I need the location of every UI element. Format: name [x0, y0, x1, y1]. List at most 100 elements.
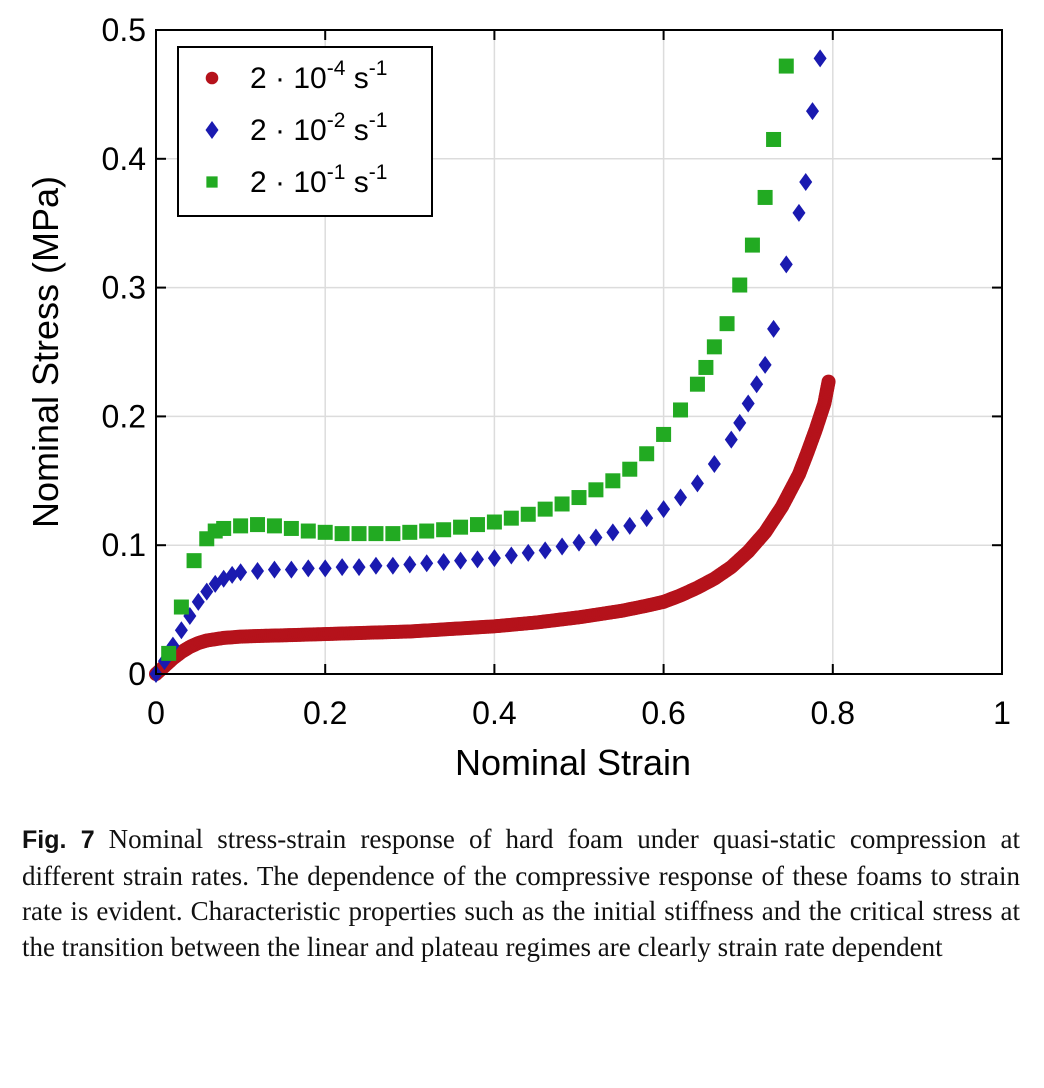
data-point [698, 359, 714, 375]
data-point [436, 522, 452, 538]
data-point [318, 559, 332, 578]
data-point [792, 203, 806, 222]
data-point [419, 523, 435, 539]
data-point [173, 599, 189, 615]
data-point [437, 552, 451, 571]
data-point [724, 430, 738, 449]
data-point [385, 526, 401, 542]
series-0 [149, 374, 836, 681]
data-point [656, 426, 672, 442]
data-point [674, 488, 688, 507]
data-point [741, 394, 755, 413]
data-point [225, 565, 239, 584]
legend-entry-label: 2 · 10-1 s-1 [250, 161, 387, 199]
y-tick-label: 0.4 [102, 141, 146, 177]
data-point [368, 526, 384, 542]
x-axis-title: Nominal Strain [455, 742, 691, 783]
y-tick-label: 0.1 [102, 527, 146, 563]
data-point [334, 526, 350, 542]
data-point [821, 374, 836, 389]
data-point [588, 482, 604, 498]
data-point [386, 556, 400, 575]
legend-entry-label: 2 · 10-2 s-1 [250, 109, 387, 147]
x-tick-label: 0.6 [641, 695, 685, 731]
data-point [757, 189, 773, 205]
data-point [733, 413, 747, 432]
data-point [487, 549, 501, 568]
data-point [283, 520, 299, 536]
y-tick-label: 0.2 [102, 398, 146, 434]
data-point [266, 518, 282, 534]
y-tick-label: 0.3 [102, 270, 146, 306]
data-point [469, 517, 485, 533]
data-point [537, 501, 553, 517]
data-point [174, 621, 188, 640]
data-point [554, 496, 570, 512]
data-point [300, 523, 316, 539]
data-point [216, 520, 232, 536]
data-point [589, 528, 603, 547]
data-point [572, 533, 586, 552]
data-point [251, 561, 265, 580]
data-point [402, 524, 418, 540]
data-point [486, 514, 502, 530]
data-point [250, 517, 266, 533]
legend-box [177, 46, 433, 217]
x-tick-label: 0 [147, 695, 165, 731]
y-tick-label: 0.5 [102, 12, 146, 48]
data-point [267, 560, 281, 579]
data-point [622, 461, 638, 477]
legend: 2 · 10-4 s-1 2 · 10-2 s-1 2 · 10-1 s-1 [177, 46, 433, 217]
data-point [606, 523, 620, 542]
data-point [351, 526, 367, 542]
data-point [403, 555, 417, 574]
series-2 [161, 58, 794, 661]
data-point [191, 592, 205, 611]
y-axis-title: Nominal Stress (MPa) [25, 176, 66, 528]
legend-marker [205, 71, 219, 85]
legend-marker [206, 176, 218, 188]
data-point [521, 543, 535, 562]
x-tick-label: 0.8 [811, 695, 855, 731]
figure-caption: Fig. 7 Nominal stress-strain response of … [22, 822, 1020, 965]
data-point [335, 558, 349, 577]
x-tick-label: 0.2 [303, 695, 347, 731]
data-point [707, 455, 721, 474]
caption-label: Fig. 7 [22, 826, 95, 854]
caption-text: Nominal stress-strain response of hard f… [22, 824, 1020, 962]
stress-strain-chart: 0 0.2 0.4 0.6 0.8 1 0 0.1 0.2 0.3 0.4 0.5 Nominal S… [25, 12, 1011, 783]
data-point [555, 537, 569, 556]
data-point [766, 131, 782, 147]
data-point [369, 556, 383, 575]
data-point [744, 237, 760, 253]
data-point [623, 516, 637, 535]
data-point [706, 339, 722, 355]
tick-layer: 0 0.2 0.4 0.6 0.8 1 0 0.1 0.2 0.3 0.4 0.5 [102, 12, 1011, 731]
data-point [639, 446, 655, 462]
data-point [690, 474, 704, 493]
data-point [454, 551, 468, 570]
data-point [719, 316, 735, 332]
data-point [778, 58, 794, 74]
data-point [200, 582, 214, 601]
data-point [657, 500, 671, 519]
data-point [317, 524, 333, 540]
data-point [453, 519, 469, 535]
data-point [186, 553, 202, 569]
legend-entry-label: 2 · 10-4 s-1 [250, 57, 387, 95]
data-point [538, 541, 552, 560]
data-point [673, 402, 689, 418]
data-point [234, 563, 248, 582]
legend-marker [205, 121, 219, 139]
data-point [605, 473, 621, 489]
x-tick-label: 1 [993, 695, 1011, 731]
data-point [805, 102, 819, 121]
data-point [504, 546, 518, 565]
data-point [732, 277, 748, 293]
plot-frame [155, 29, 1003, 675]
data-point [758, 355, 772, 374]
data-point [640, 509, 654, 528]
data-point [750, 375, 764, 394]
data-point [284, 560, 298, 579]
data-point [689, 376, 705, 392]
